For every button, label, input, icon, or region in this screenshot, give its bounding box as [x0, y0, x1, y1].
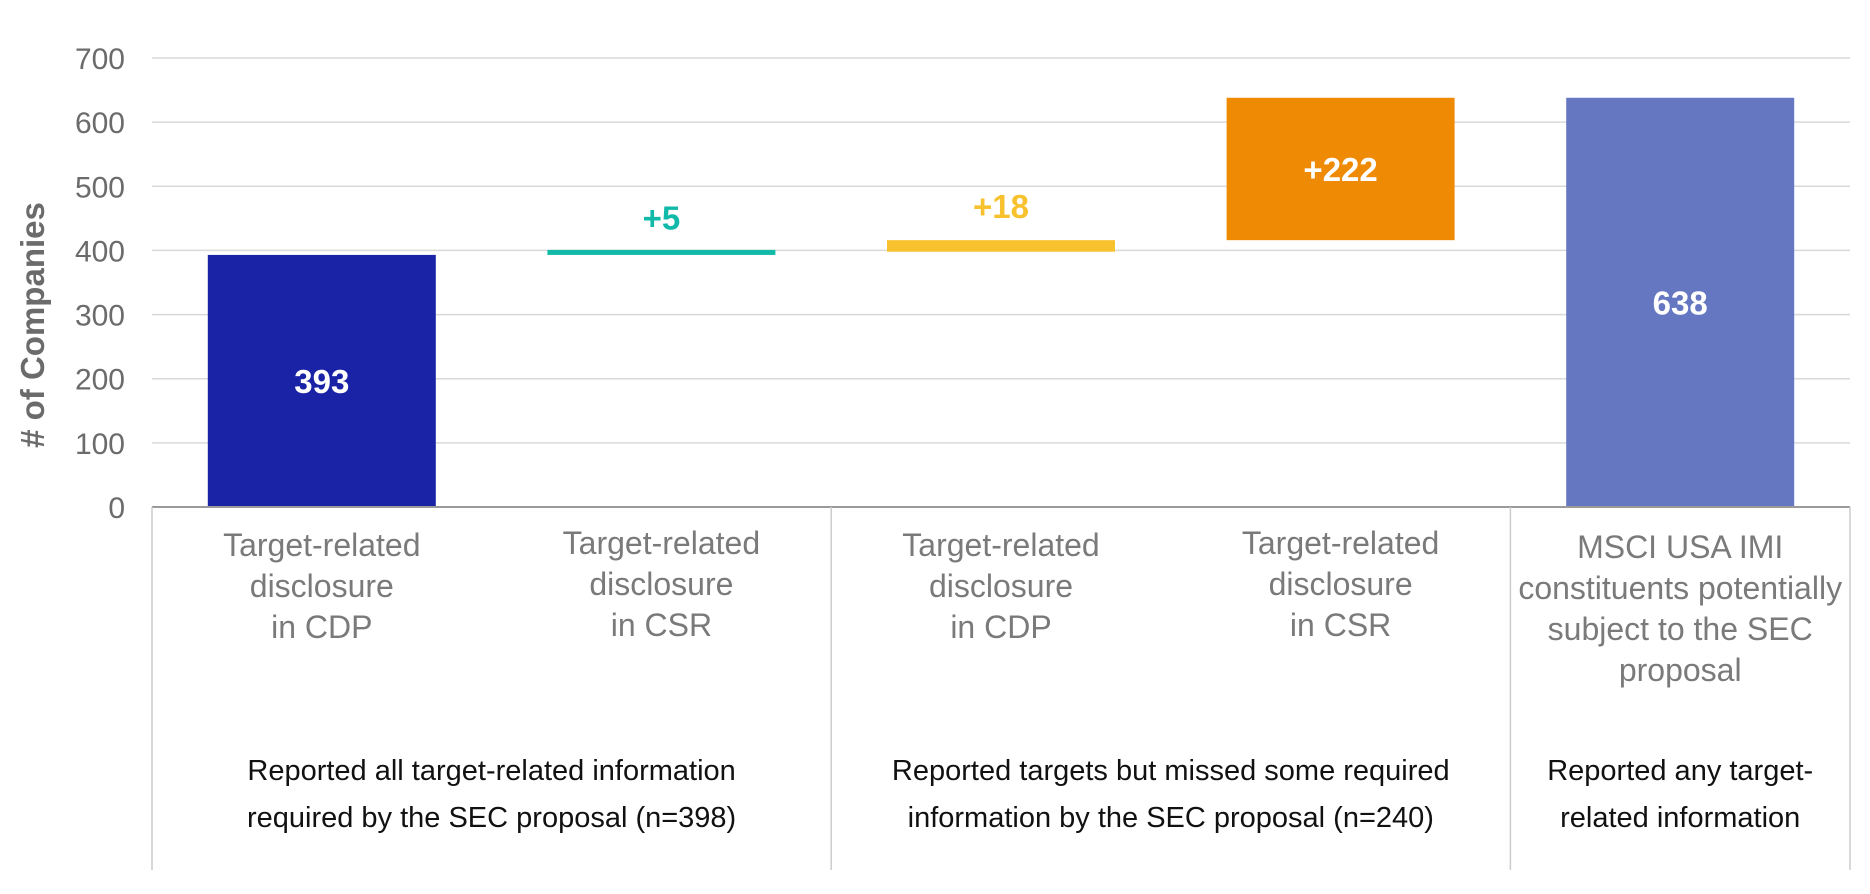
- category-label: disclosure: [1269, 566, 1413, 602]
- bar: [1566, 97, 1795, 508]
- category-label: subject to the SEC: [1548, 611, 1813, 647]
- group-label: required by the SEC proposal (n=398): [247, 802, 736, 834]
- y-tick-label: 0: [108, 492, 125, 525]
- category-label: Target-related: [902, 527, 1099, 563]
- bar: [547, 249, 776, 255]
- y-tick-label: 500: [75, 171, 125, 204]
- data-label: +5: [643, 200, 681, 237]
- category-label: MSCI USA IMI: [1577, 529, 1783, 565]
- y-tick-label: 400: [75, 235, 125, 268]
- data-labels: 393 +5 +18 +222 638: [294, 151, 1707, 400]
- category-label: disclosure: [929, 568, 1073, 604]
- y-tick-label: 700: [75, 43, 125, 76]
- category-label: in CDP: [271, 609, 372, 645]
- category-label: Target-related: [223, 527, 420, 563]
- category-label: in CSR: [1290, 607, 1391, 643]
- group-label: related information: [1560, 802, 1800, 834]
- group-label: information by the SEC proposal (n=240): [908, 802, 1434, 834]
- data-label: 638: [1653, 284, 1708, 321]
- group-labels: Reported all target-related information r…: [247, 755, 1813, 834]
- category-label: in CDP: [950, 609, 1051, 645]
- category-label: constituents potentially: [1518, 570, 1842, 606]
- category-label: disclosure: [250, 568, 394, 604]
- category-label: in CSR: [611, 607, 712, 643]
- axis-lines: [151, 506, 1851, 870]
- bars: [207, 97, 1795, 508]
- category-label: Target-related: [1242, 525, 1439, 561]
- data-label: +18: [973, 188, 1029, 225]
- group-label: Reported any target-: [1547, 755, 1813, 787]
- data-label: 393: [294, 363, 349, 400]
- y-tick-label: 200: [75, 364, 125, 397]
- bar: [207, 254, 436, 507]
- bar: [1226, 97, 1455, 241]
- y-axis-label: # of Companies: [14, 202, 51, 448]
- group-label: Reported targets but missed some require…: [892, 755, 1450, 787]
- bar: [887, 240, 1115, 252]
- y-tick-label: 300: [75, 300, 125, 333]
- y-axis-ticks: 0 100 200 300 400 500 600 700: [75, 43, 125, 525]
- category-label: proposal: [1619, 652, 1742, 688]
- category-label: Target-related: [563, 525, 760, 561]
- data-label: +222: [1303, 151, 1377, 188]
- category-labels: Target-related disclosure in CDP Target-rel…: [223, 525, 1842, 688]
- category-label: disclosure: [589, 566, 733, 602]
- group-label: Reported all target-related information: [247, 755, 735, 787]
- y-tick-label: 100: [75, 428, 125, 461]
- y-tick-label: 600: [75, 107, 125, 140]
